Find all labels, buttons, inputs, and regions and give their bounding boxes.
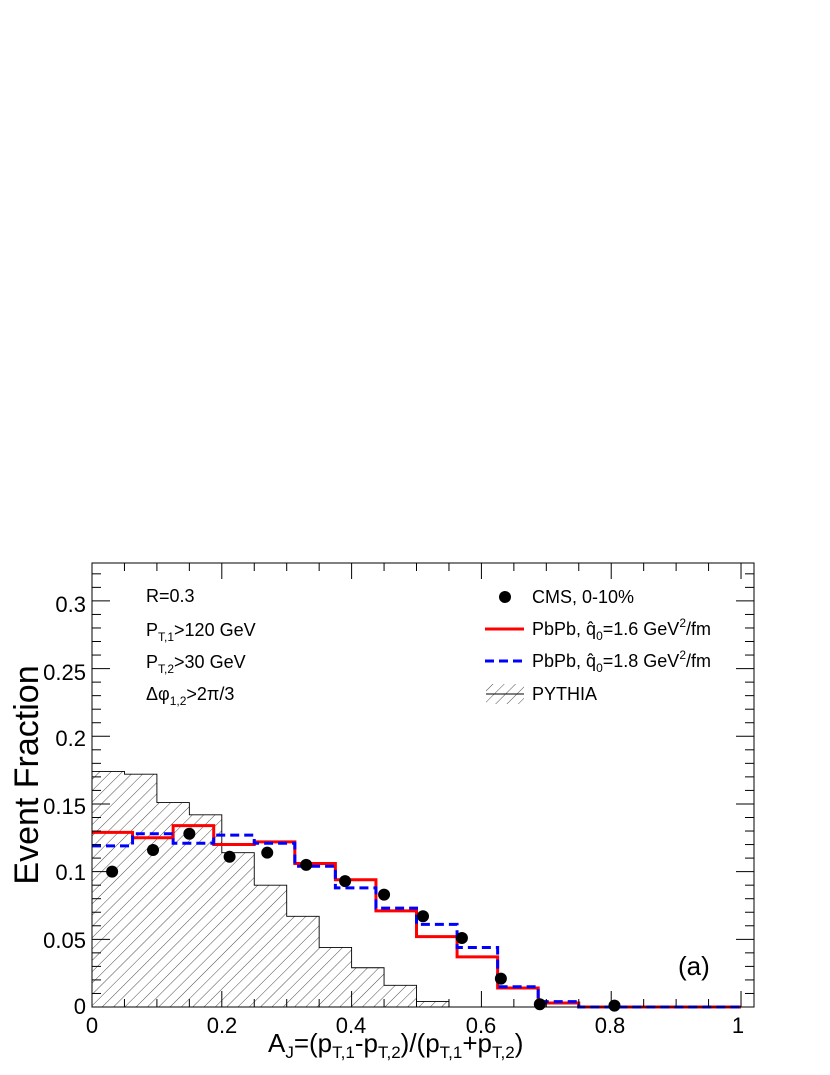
pythia-bar: [351, 967, 385, 1007]
pythia-bar: [319, 947, 352, 1007]
cms-data-point: [261, 846, 274, 859]
pythia-bar: [416, 1001, 449, 1007]
cut-dphi: Δφ1,2>2π/3: [146, 684, 234, 708]
legend-cms-label: CMS, 0-10%: [532, 587, 634, 607]
y-tick-label: 0.3: [55, 592, 86, 617]
legend-blue-label: PbPb, q̂0=1.8 GeV2/fm: [532, 648, 711, 675]
x-tick-labels: 0 0.2 0.4 0.6 0.8 1: [86, 1013, 744, 1038]
pythia-bar: [189, 814, 222, 1007]
cut-r: R=0.3: [146, 586, 195, 606]
y-tick-label: 0.25: [43, 660, 86, 685]
x-tick-label: 0: [86, 1013, 98, 1038]
y-tick-label: 0: [74, 994, 86, 1019]
x-tick-label: 0.2: [207, 1013, 238, 1038]
cms-data-point: [223, 850, 236, 863]
axis-ticks: [91, 563, 754, 1008]
cms-data-point: [533, 998, 546, 1011]
y-tick-label: 0.15: [43, 794, 86, 819]
legend-cms-marker: [499, 591, 511, 603]
pythia-histogram: [91, 771, 612, 1008]
y-tick-label: 0.2: [55, 726, 86, 751]
cms-data-point: [494, 972, 507, 985]
pythia-bar: [286, 916, 320, 1007]
panel-label: (a): [678, 951, 710, 981]
cut-pt2: PT,2>30 GeV: [146, 652, 246, 676]
cut-pt1: PT,1>120 GeV: [146, 620, 256, 644]
pbpb-18-step-line: [92, 832, 742, 1009]
pythia-bar: [221, 852, 255, 1007]
x-tick-label: 0.6: [466, 1013, 497, 1038]
y-tick-labels: 0 0.05 0.1 0.15 0.2 0.25 0.3: [43, 592, 86, 1019]
cms-data-point: [339, 875, 352, 888]
legend-pythia-label: PYTHIA: [532, 684, 597, 704]
x-tick-label: 1: [732, 1013, 744, 1038]
cms-data-point: [147, 843, 160, 856]
pythia-bar: [254, 885, 287, 1007]
y-tick-label: 0.05: [43, 928, 86, 953]
y-axis-label: Event Fraction: [8, 665, 46, 884]
cms-data-point: [106, 865, 119, 878]
cuts-annotation: R=0.3 PT,1>120 GeV PT,2>30 GeV Δφ1,2>2π/…: [146, 586, 256, 708]
cms-data-point: [455, 931, 468, 944]
pbpb-18-curve: [92, 832, 742, 1009]
pythia-bar: [384, 985, 417, 1007]
legend: CMS, 0-10% PbPb, q̂0=1.6 GeV2/fm PbPb, q…: [485, 587, 711, 704]
legend-red-label: PbPb, q̂0=1.6 GeV2/fm: [532, 616, 711, 643]
cms-data-point: [300, 858, 313, 871]
x-tick-label: 0.8: [595, 1013, 626, 1038]
plot-frame: [91, 562, 755, 1008]
x-axis-label: AJ=(pT,1-pT,2)/(pT,1+pT,2): [268, 1028, 523, 1062]
cms-data-point: [608, 999, 621, 1012]
x-tick-label: 0.4: [336, 1013, 367, 1038]
cms-points: [106, 827, 621, 1012]
cms-data-point: [417, 910, 429, 923]
pythia-bar: [124, 774, 157, 1007]
pythia-bar: [92, 771, 125, 1007]
y-tick-label: 0.1: [55, 860, 86, 885]
cms-data-point: [183, 827, 196, 840]
cms-data-point: [378, 888, 391, 901]
